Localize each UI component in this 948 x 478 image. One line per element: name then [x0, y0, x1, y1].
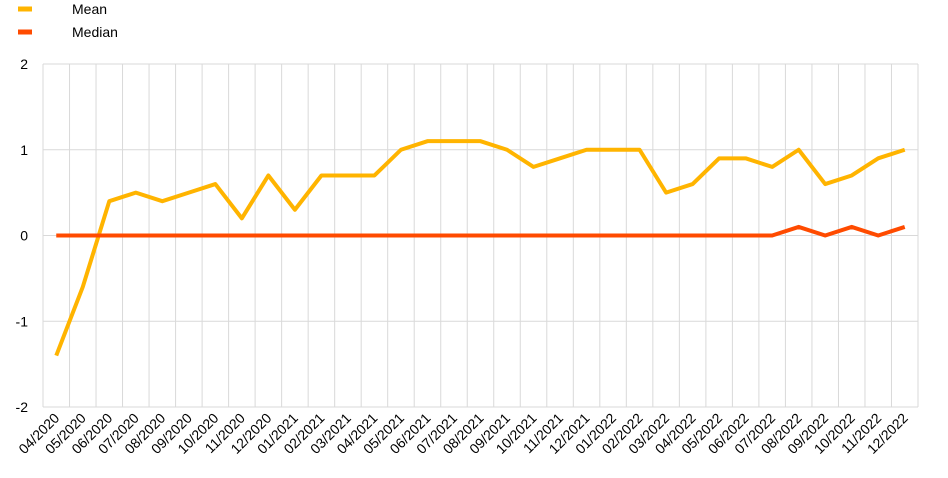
legend-label: Median	[72, 24, 118, 40]
y-tick-label: -1	[16, 313, 29, 329]
series-line	[54, 139, 906, 357]
y-tick-label: 1	[20, 142, 28, 158]
legend-label: Mean	[72, 1, 107, 17]
y-tick-label: -2	[16, 399, 29, 415]
series-line	[56, 224, 906, 238]
y-tick-label: 2	[20, 56, 28, 72]
y-tick-label: 0	[20, 228, 28, 244]
